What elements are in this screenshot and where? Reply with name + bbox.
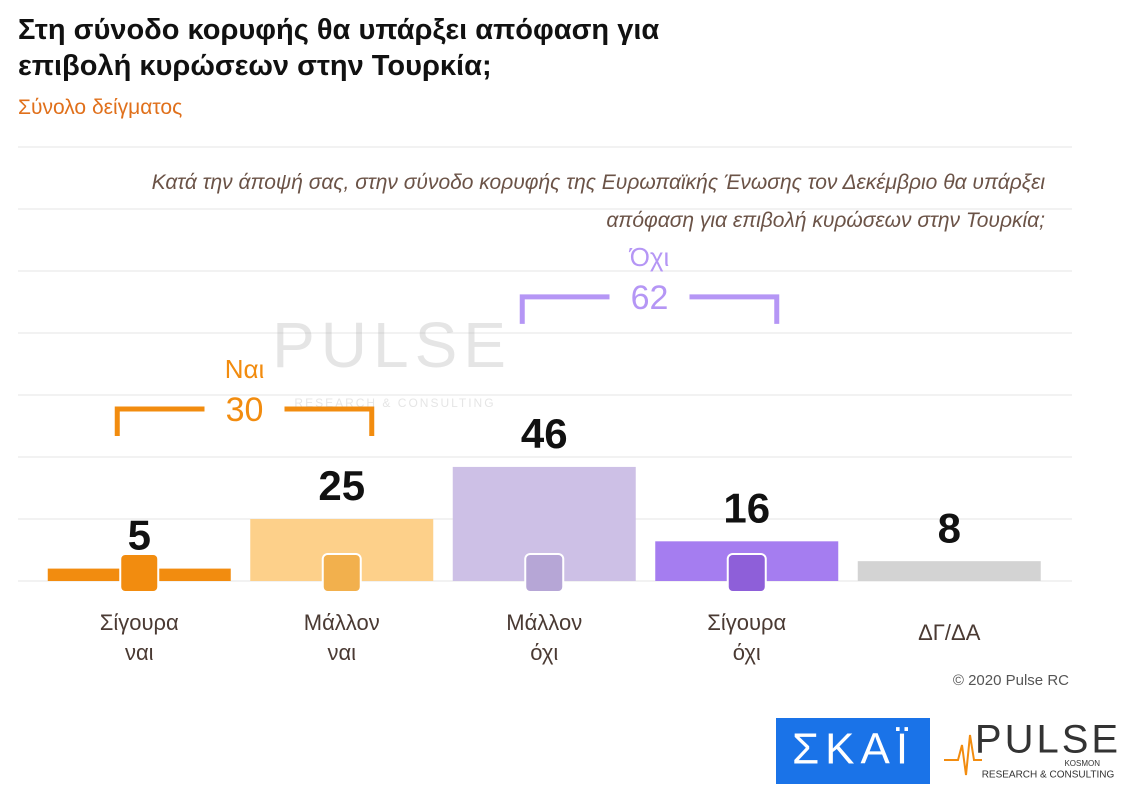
watermark-tagline: RESEARCH & CONSULTING [294, 396, 495, 410]
copyright: © 2020 Pulse RC [952, 672, 1069, 689]
group-bracket [114, 406, 375, 436]
skai-logo-box [776, 718, 930, 784]
pulse-logo-wave [944, 734, 982, 776]
value-label: 8 [938, 504, 961, 551]
pulse-tagline: RESEARCH & CONSULTING [982, 770, 1115, 781]
x-tick-label: ΔΓ/ΔΑ [918, 620, 981, 645]
group-label: Ναι [225, 354, 265, 384]
watermark-text: PULSE [272, 309, 512, 381]
x-tick-label: Μάλλον ναι [303, 610, 380, 665]
x-tick-label: Σίγουρα ναι [99, 610, 179, 665]
value-label: 16 [723, 484, 770, 531]
group-value: 30 [226, 391, 264, 429]
skai-logo: ΣΚΑΪ [792, 725, 914, 774]
value-label: 25 [318, 462, 365, 509]
pulse-kosmon: KOSMON [1064, 759, 1100, 768]
chart-title: Στη σύνοδο κορυφής θα υπάρξει απόφαση γι… [18, 14, 660, 82]
icon [321, 553, 362, 593]
icon [726, 553, 767, 593]
bar [857, 561, 1041, 581]
group-bracket [519, 294, 780, 324]
x-tick-label: Μάλλον όχι [506, 610, 583, 665]
question: Κατά την άποψή σας, στην σύνοδο κορυφής … [151, 171, 1045, 232]
pulse-logo: PULSE [975, 718, 1121, 762]
x-tick-label: Σίγουρα όχι [707, 610, 787, 665]
icon [119, 553, 160, 593]
value-label: 5 [128, 512, 151, 559]
icon [524, 553, 565, 593]
watermark: PULSE RESEARCH & CONSULTING [272, 309, 512, 410]
group-value: 62 [631, 279, 669, 317]
value-label: 46 [521, 410, 568, 457]
chart-subtitle: Σύνολο δείγματος [18, 96, 183, 119]
group-label: Όχι [629, 242, 670, 272]
